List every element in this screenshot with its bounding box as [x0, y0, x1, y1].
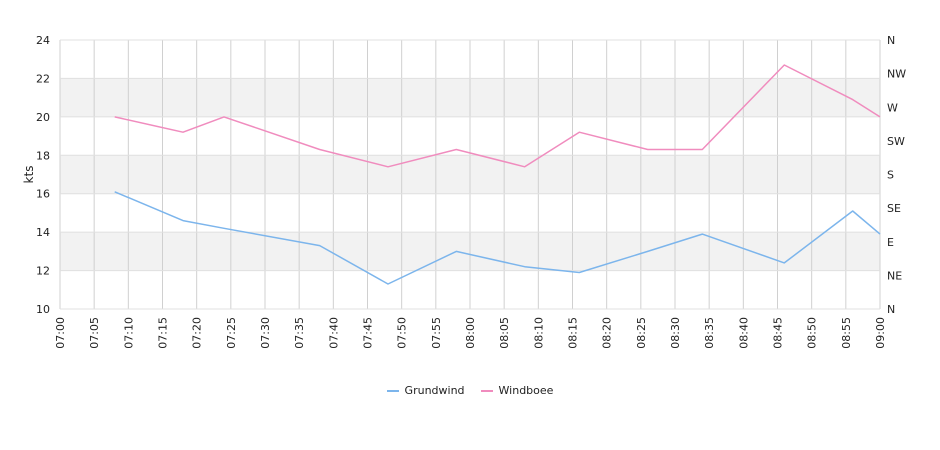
x-tick-label: 07:10	[122, 317, 135, 349]
vertical-gridlines	[59, 40, 881, 309]
direction-label: W	[887, 101, 898, 114]
direction-label: SW	[887, 135, 905, 148]
x-tick-label: 08:25	[635, 317, 648, 349]
direction-label: S	[887, 169, 894, 182]
direction-label: NE	[887, 269, 902, 282]
direction-label: N	[887, 34, 895, 47]
direction-label: E	[887, 236, 894, 249]
x-tick-label: 07:45	[362, 317, 375, 349]
direction-label: NW	[887, 68, 906, 81]
x-tick-label: 07:25	[225, 317, 238, 349]
series-line-grundwind[interactable]	[114, 191, 881, 285]
chart-legend: Grundwind Windboee	[0, 384, 940, 397]
horizontal-gridlines	[60, 39, 880, 310]
y-tick-label: 24	[36, 34, 50, 47]
x-tick-label: 07:55	[430, 317, 443, 349]
x-tick-label: 08:10	[532, 317, 545, 349]
legend-label-grundwind: Grundwind	[404, 384, 465, 397]
y-tick-label: 10	[36, 303, 50, 316]
direction-label: SE	[887, 202, 901, 215]
legend-swatch-grundwind	[386, 389, 399, 392]
x-tick-label: 09:00	[874, 317, 887, 349]
x-tick-label: 07:50	[396, 317, 409, 349]
legend-label-windboee: Windboee	[498, 384, 554, 397]
x-tick-label: 07:15	[157, 317, 170, 349]
series-lines	[114, 64, 881, 285]
legend-item-grundwind[interactable]: Grundwind	[386, 384, 465, 397]
x-tick-label: 08:05	[498, 317, 511, 349]
x-tick-label: 08:35	[703, 317, 716, 349]
x-tick-label: 07:35	[293, 317, 306, 349]
y-axis-title: kts	[22, 166, 36, 184]
right-axis-direction-labels: N NE E SE S SW W NW N	[887, 34, 906, 316]
x-tick-label: 07:00	[54, 317, 67, 349]
x-tick-label: 08:30	[669, 317, 682, 349]
x-tick-label: 08:15	[567, 317, 580, 349]
y-tick-label: 18	[36, 149, 50, 162]
x-tick-label: 07:20	[191, 317, 204, 349]
y-tick-label: 22	[36, 72, 50, 85]
direction-label: N	[887, 303, 895, 316]
legend-item-windboee[interactable]: Windboee	[480, 384, 554, 397]
x-tick-label: 08:50	[806, 317, 819, 349]
x-tick-label: 08:00	[464, 317, 477, 349]
x-tick-label: 08:40	[737, 317, 750, 349]
x-tick-label: 08:45	[772, 317, 785, 349]
y-tick-label: 16	[36, 188, 50, 201]
x-axis-tick-labels: 07:00 07:05 07:10 07:15 07:20 07:25 07:30 07:35…	[54, 317, 887, 349]
y-tick-label: 14	[36, 226, 50, 239]
x-tick-label: 07:30	[259, 317, 272, 349]
x-tick-label: 07:40	[327, 317, 340, 349]
y-tick-label: 12	[36, 265, 50, 278]
series-line-windboee[interactable]	[114, 64, 881, 168]
y-axis-tick-labels: 10 12 14 16 18 20 22 24	[36, 34, 50, 316]
x-tick-label: 07:05	[88, 317, 101, 349]
x-tick-label: 08:55	[840, 317, 853, 349]
y-tick-label: 20	[36, 111, 50, 124]
legend-swatch-windboee	[480, 389, 493, 392]
x-tick-label: 08:20	[601, 317, 614, 349]
